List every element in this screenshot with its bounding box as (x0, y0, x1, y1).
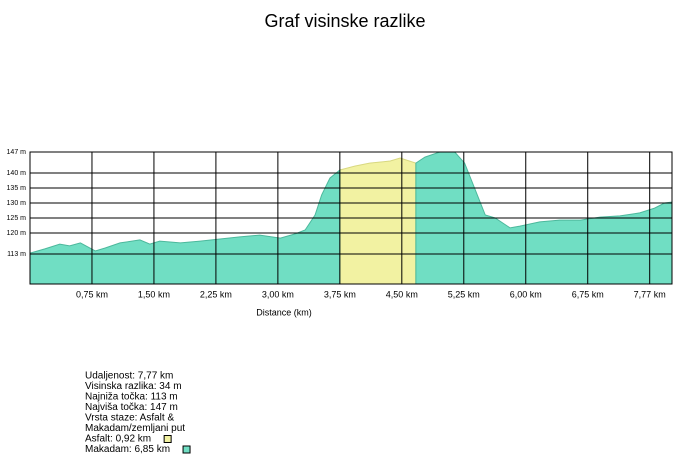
x-tick-label: 3,00 km (262, 289, 294, 299)
info-line: Visinska razlika: 34 m (85, 381, 182, 392)
y-tick-label: 135 m (7, 185, 27, 192)
y-tick-label: 147 m (7, 149, 27, 156)
y-tick-label: 113 m (7, 251, 26, 258)
elevation-area (339, 157, 417, 285)
info-line: Udaljenost: 7,77 km (85, 371, 173, 382)
elevation-area (29, 168, 341, 285)
legend-swatch (163, 435, 172, 443)
x-tick-label: 6,00 km (510, 289, 542, 299)
legend-label: Makadam: 6,85 km (85, 444, 170, 455)
y-tick-label: 140 m (7, 170, 27, 177)
legend-swatch (182, 445, 191, 454)
x-tick-label: 2,25 km (200, 289, 232, 299)
x-tick-label: 5,25 km (448, 289, 480, 299)
x-tick-label: 4,50 km (386, 289, 418, 299)
x-tick-label: 1,50 km (138, 289, 170, 299)
info-line: Najviša točka: 147 m (85, 402, 178, 413)
y-tick-label: 120 m (7, 230, 27, 237)
info-line: Najniža točka: 113 m (85, 392, 178, 403)
x-axis-label: Distance (km) (256, 307, 312, 317)
info-line: Vrsta staze: Asfalt & (85, 413, 174, 424)
y-tick-label: 130 m (7, 200, 27, 207)
chart-title: Graf visinske razlike (264, 11, 425, 31)
y-tick-label: 125 m (7, 215, 27, 222)
legend-label: Asfalt: 0,92 km (85, 434, 151, 445)
info-line: Makadam/zemljani put (85, 423, 185, 434)
x-tick-label: 6,75 km (572, 289, 604, 299)
x-tick-label: 0,75 km (76, 289, 108, 299)
x-tick-label: 7,77 km (634, 289, 666, 299)
plot-frame (29, 151, 673, 285)
x-tick-label: 3,75 km (324, 289, 356, 299)
